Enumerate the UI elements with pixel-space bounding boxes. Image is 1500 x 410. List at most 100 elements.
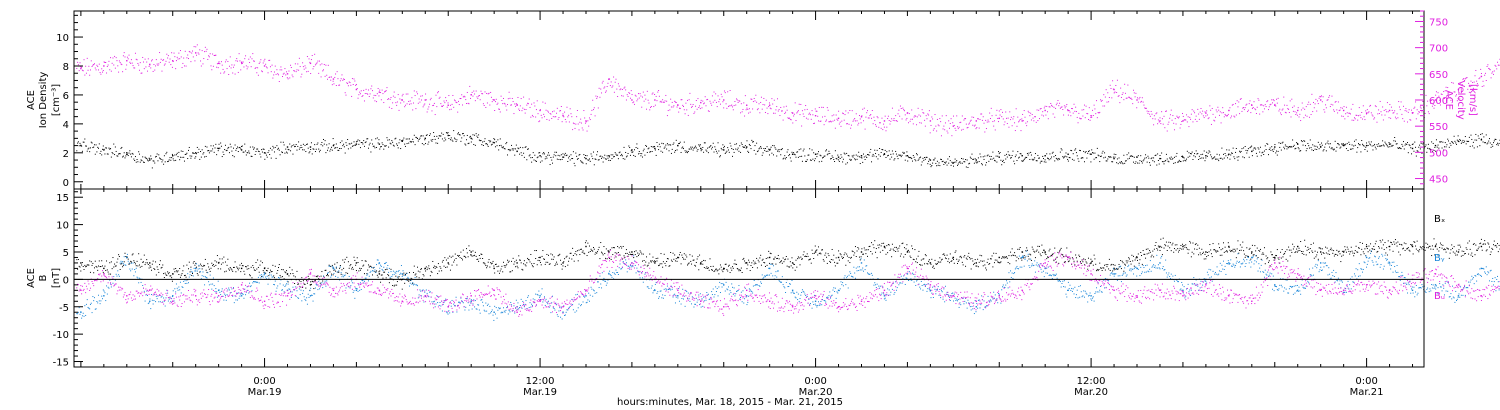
density-series-point: [504, 148, 506, 150]
density-series-point: [562, 156, 564, 158]
bx-series-point: [184, 274, 186, 276]
density-series-point: [1104, 156, 1106, 158]
density-series-point: [1293, 144, 1295, 146]
velocity-series-point: [748, 108, 750, 110]
density-series-point: [87, 148, 89, 150]
velocity-series-point: [708, 110, 710, 112]
velocity-series-point: [1145, 107, 1147, 109]
velocity-series-point: [559, 110, 561, 112]
velocity-series-point: [1225, 114, 1227, 116]
velocity-series-point: [438, 97, 440, 99]
bx-series-point: [93, 267, 95, 269]
velocity-series-point: [1453, 91, 1455, 93]
velocity-series-point: [555, 116, 557, 118]
velocity-series-point: [543, 113, 545, 115]
density-series-point: [457, 133, 459, 135]
bx-series-point: [212, 265, 214, 267]
velocity-series-point: [911, 109, 913, 111]
velocity-series-point: [637, 93, 639, 95]
density-series-point: [670, 152, 672, 154]
density-series-point: [1094, 152, 1096, 154]
velocity-series-point: [1311, 93, 1313, 95]
velocity-series-point: [88, 65, 90, 67]
bx-series-point: [240, 271, 242, 273]
velocity-series-point: [1024, 116, 1026, 118]
velocity-series-point: [382, 93, 384, 95]
density-series-point: [636, 143, 638, 145]
density-series-point: [151, 158, 153, 160]
velocity-series-point: [256, 72, 258, 74]
bx-series-point: [544, 263, 546, 265]
bx-series-point: [528, 259, 530, 261]
velocity-series-point: [938, 125, 940, 127]
density-series-point: [793, 152, 795, 154]
velocity-series-point: [865, 116, 867, 118]
density-series-point: [715, 150, 717, 152]
velocity-series-point: [1136, 99, 1138, 101]
density-series-point: [1039, 162, 1041, 164]
density-series-point: [345, 142, 347, 144]
density-series-point: [515, 148, 517, 150]
bx-series-point: [141, 265, 143, 267]
bx-series-point: [363, 264, 365, 266]
density-series-point: [711, 146, 713, 148]
bx-series-point: [1090, 262, 1092, 264]
density-series-point: [668, 150, 670, 152]
density-series-point: [470, 135, 472, 137]
velocity-series-point: [709, 100, 711, 102]
bx-series-point: [523, 260, 525, 262]
velocity-series-point: [1112, 80, 1114, 82]
density-series-point: [1376, 144, 1378, 146]
velocity-series-point: [307, 70, 309, 72]
velocity-series-point: [111, 62, 113, 64]
density-series-point: [418, 138, 420, 140]
bx-series-point: [90, 261, 92, 263]
velocity-series-point: [1066, 104, 1068, 106]
density-series-point: [534, 154, 536, 156]
velocity-series-point: [516, 104, 518, 106]
bx-series-point: [530, 253, 532, 255]
bx-series-point: [136, 260, 138, 262]
velocity-series-point: [613, 91, 615, 93]
velocity-series-point: [1285, 112, 1287, 114]
velocity-series-point: [1022, 120, 1024, 122]
velocity-series-point: [1466, 77, 1468, 79]
bx-series-point: [525, 265, 527, 267]
bx-series-point: [151, 263, 153, 265]
velocity-series-point: [316, 62, 318, 64]
density-series-point: [1186, 158, 1188, 160]
density-series-point: [662, 151, 664, 153]
velocity-series-point: [916, 116, 918, 118]
density-series-point: [723, 147, 725, 149]
density-series-point: [1190, 153, 1192, 155]
velocity-series-point: [1302, 107, 1304, 109]
velocity-series-point: [1103, 94, 1105, 96]
velocity-series-point: [1433, 107, 1435, 109]
density-series-point: [741, 143, 743, 145]
density-series-point: [226, 149, 228, 151]
bx-series-point: [408, 280, 410, 282]
density-series-point: [525, 146, 527, 148]
density-series-point: [1235, 147, 1237, 149]
density-series-point: [1276, 150, 1278, 152]
velocity-series-point: [119, 61, 121, 63]
density-series-point: [607, 157, 609, 159]
velocity-series-point: [961, 115, 963, 117]
bx-series-point: [96, 266, 98, 268]
velocity-series-point: [1256, 106, 1258, 108]
density-series-point: [617, 154, 619, 156]
velocity-series-point: [1165, 110, 1167, 112]
velocity-series-point: [1459, 98, 1461, 100]
velocity-series-point: [295, 71, 297, 73]
bx-series-point: [146, 259, 148, 261]
density-series-point: [1389, 146, 1391, 148]
density-series-point: [1324, 146, 1326, 148]
velocity-series-point: [664, 100, 666, 102]
velocity-series-point: [128, 54, 130, 56]
bx-series-point: [568, 257, 570, 259]
velocity-series-point: [1141, 100, 1143, 102]
density-series-point: [1374, 146, 1376, 148]
velocity-series-point: [1147, 112, 1149, 114]
density-series-point: [922, 157, 924, 159]
velocity-series-point: [89, 74, 91, 76]
